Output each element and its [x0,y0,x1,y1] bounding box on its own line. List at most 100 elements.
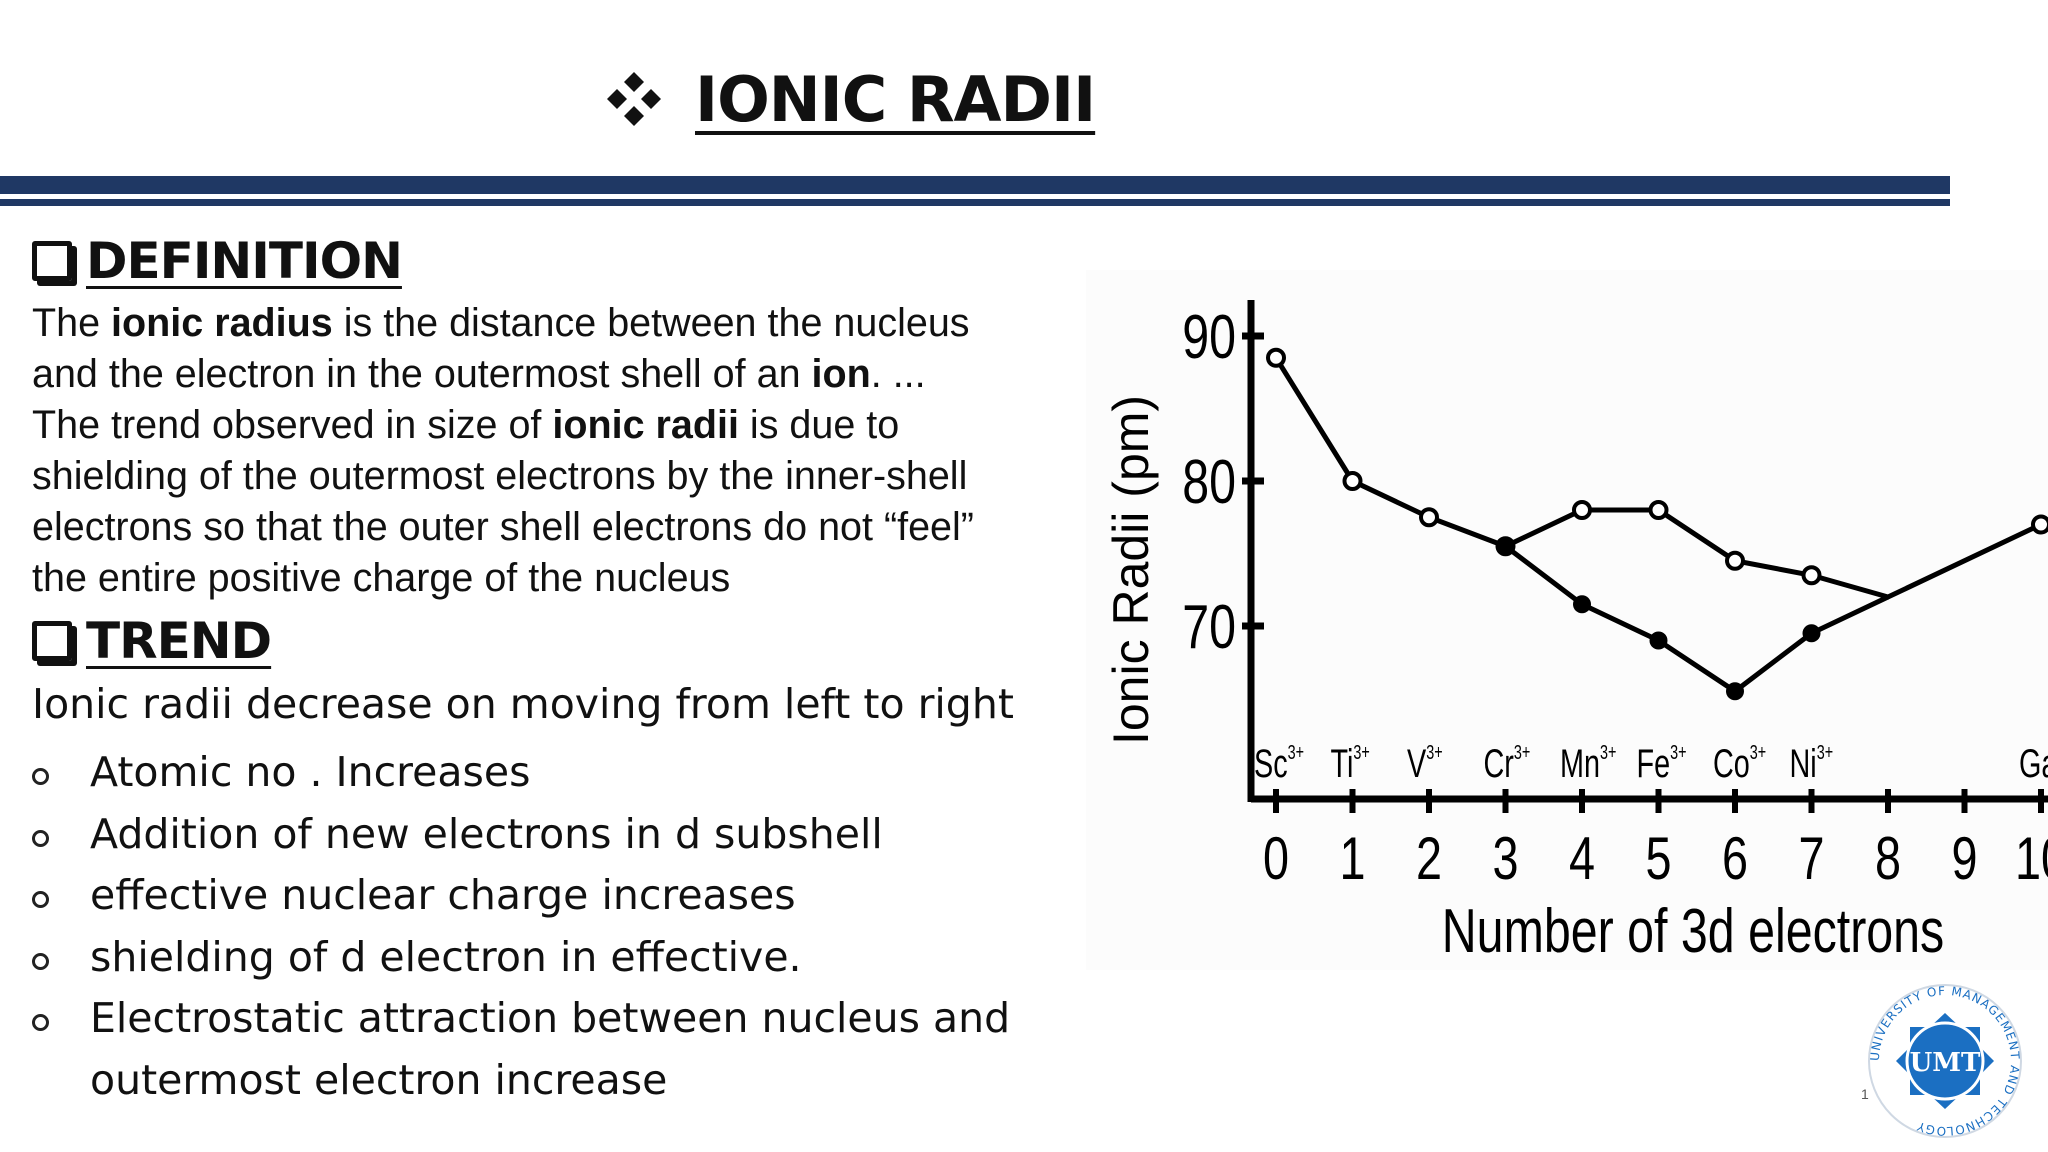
header-rule-thick [0,176,1950,194]
ion-charge: 3+ [1600,741,1616,764]
checkbox-bullet-icon [32,621,72,661]
logo-text: UMT [1910,1048,1981,1078]
definition-heading-label: DEFINITION [86,232,403,290]
trend-bullet: Atomic no . Increases [32,742,1010,804]
ion-label: Co3+ [1713,741,1766,787]
data-point-open [1572,500,1592,520]
definition-run: . ... [870,352,926,396]
ion-symbol: Ga [2019,741,2048,786]
definition-line: the entire positive charge of the nucleu… [32,553,1072,604]
trend-bullet-text: Electrostatic attraction between nucleus… [90,994,1011,1042]
trend-bullet: Addition of new electrons in d subshell [32,804,1010,866]
ion-label: Sc3+ [1254,741,1304,787]
definition-line: and the electron in the outermost shell … [32,349,1072,400]
trend-bullet-list: Atomic no . Increases Addition of new ele… [32,742,1010,1111]
circle-bullet-icon [32,952,49,970]
data-point-open [1648,500,1669,520]
definition-heading: DEFINITION [32,232,403,290]
x-tick-label: 2 [1416,825,1442,892]
trend-bullet-text: Atomic no . Increases [90,748,531,796]
definition-run: The [32,301,112,345]
x-tick-label: 0 [1263,825,1289,892]
data-point-filled [1496,537,1515,556]
ion-label: V3+ [1407,741,1443,787]
x-tick-label: 7 [1798,825,1824,892]
ion-symbol: Ni [1790,741,1817,786]
circle-bullet-icon [32,891,49,908]
trend-bullet-text: shielding of d electron in effective. [90,932,802,981]
definition-bold-term: ionic radius [111,301,333,345]
definition-bold-term: ionic radii [552,403,739,447]
ion-label: Ti3+ [1331,741,1370,787]
data-point-open [1419,507,1439,528]
ion-symbol: Sc [1254,741,1288,786]
four-diamond-bullet-icon [607,72,661,126]
ion-symbol: Co [1713,741,1750,786]
x-tick-label: 1 [1339,825,1365,892]
definition-run: electrons so that the outer shell electr… [32,505,974,549]
definition-line: The ionic radius is the distance between… [32,298,1072,349]
trend-bullet-text: Addition of new electrons in d subshell [90,809,883,858]
data-point-filled [1573,595,1591,614]
x-axis-label: Number of 3d electrons [1442,896,1944,965]
slide-title: IONIC RADII [695,62,1096,136]
checkbox-bullet-icon [32,241,72,281]
ion-symbol: V [1407,741,1427,786]
ion-charge: 3+ [1514,741,1530,764]
ion-charge: 3+ [1426,741,1442,764]
x-tick-label: 3 [1492,825,1518,892]
trend-bullet-text: effective nuclear charge increases [90,871,796,919]
x-tick-label: 9 [1951,825,1977,892]
page-number: 1 [1861,1086,1869,1102]
x-tick-label: 4 [1569,825,1595,892]
ion-label: Fe3+ [1637,741,1687,787]
series-line [1503,544,1890,695]
data-point-open [1342,471,1363,491]
ion-label: Ni3+ [1790,741,1834,787]
data-point-filled [1726,682,1744,701]
ion-symbol: Mn [1560,741,1600,786]
ion-symbol: Fe [1637,741,1671,786]
definition-line: electrons so that the outer shell electr… [32,502,1072,553]
trend-heading: TREND [32,612,272,670]
ion-symbol: Cr [1484,741,1515,786]
trend-bullet: outermost electron increase [32,1050,1010,1112]
trend-bullet: Electrostatic attraction between nucleus… [32,988,1010,1050]
ion-charge: 3+ [1670,741,1686,764]
series-line [1273,356,2043,600]
ion-charge: 3+ [1750,741,1766,764]
circle-bullet-icon [32,768,49,785]
ion-charge: 3+ [1817,741,1833,764]
y-tick-label: 90 [1182,302,1236,371]
y-axis-label: Ionic Radii (pm) [1103,395,1159,745]
y-tick-label: 80 [1182,447,1236,516]
ion-charge: 3+ [1288,741,1304,764]
circle-bullet-icon [32,829,49,847]
ion-label: Cr3+ [1484,741,1531,787]
y-tick-label: 70 [1182,592,1236,661]
umt-logo: UNIVERSITY OF MANAGEMENT AND TECHNOLOGY … [1868,984,2022,1138]
definition-line: The trend observed in size of ionic radi… [32,400,1072,451]
definition-run: The trend observed in size of [32,403,553,447]
header-rule-thin [0,199,1950,206]
ion-charge: 3+ [1353,741,1369,764]
definition-line: shielding of the outermost electrons by … [32,451,1072,502]
trend-bullet: shielding of d electron in effective. [32,927,1010,989]
definition-run: is due to [738,403,900,447]
definition-run: the entire positive charge of the nucleu… [32,556,731,600]
data-point-open [1801,565,1822,586]
definition-bold-term: ion [811,352,871,396]
definition-run: shielding of the outermost electrons by … [32,454,968,498]
data-point-open [1266,347,1286,368]
ion-label: Ga3+ [2019,741,2048,787]
circle-bullet-icon [32,1014,49,1031]
definition-text: The ionic radius is the distance between… [32,298,1072,604]
x-tick-label: 8 [1875,825,1901,892]
x-tick-label: 5 [1645,825,1671,892]
data-point-open [2031,514,2048,535]
definition-run: and the electron in the outermost shell … [32,352,812,396]
data-point-open [1725,550,1745,571]
slide-title-group: IONIC RADII [603,54,1096,144]
x-tick-label: 10 [2015,825,2048,892]
